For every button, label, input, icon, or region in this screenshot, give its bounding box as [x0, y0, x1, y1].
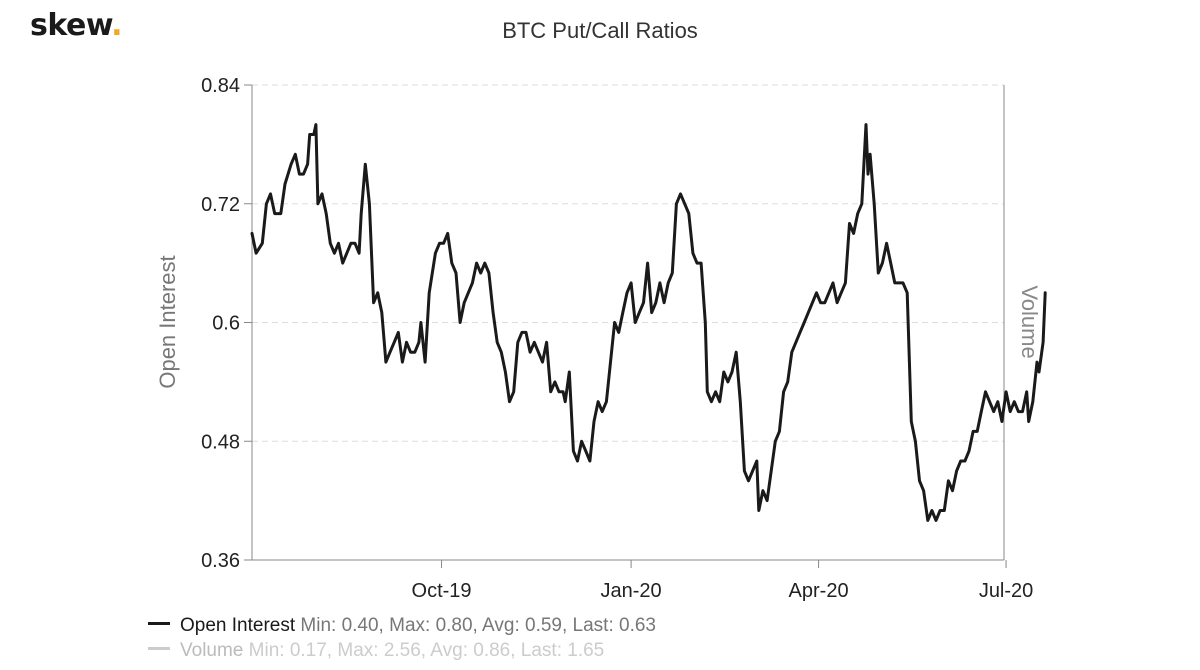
- x-tick-label: Jan-20: [601, 580, 662, 602]
- legend-stats-volume: Min: 0.17, Max: 2.56, Avg: 0.86, Last: 1…: [248, 640, 605, 661]
- y-tick-label: 0.72: [201, 194, 240, 216]
- logo-text: skew: [30, 8, 112, 43]
- x-tick-label: Oct-19: [412, 580, 472, 602]
- y-tick-label: 0.84: [201, 75, 240, 97]
- chart-title: BTC Put/Call Ratios: [502, 18, 698, 43]
- y-tick-label: 0.36: [201, 550, 240, 572]
- y-axis-label-left: Open Interest: [155, 255, 180, 388]
- legend-swatch-open-interest: [148, 622, 170, 626]
- chart-canvas: 0.84 0.72 0.6 0.48 0.36 Oct-19 Jan-20 Apr-20 Jul…: [155, 75, 1047, 602]
- y-tick-label: 0.48: [201, 431, 240, 453]
- x-tick-label: Apr-20: [789, 580, 849, 602]
- y-axis-label-right: Volume: [1017, 285, 1042, 358]
- x-tick-label: Jul-20: [979, 580, 1033, 602]
- legend-stats-open-interest: Min: 0.40, Max: 0.80, Avg: 0.59, Last: 0…: [300, 615, 656, 636]
- legend-swatch-volume: [148, 647, 170, 651]
- skew-logo: skew.: [30, 8, 123, 43]
- legend-item-volume[interactable]: Volume Min: 0.17, Max: 2.56, Avg: 0.86, …: [148, 640, 604, 662]
- logo-dot: .: [111, 8, 123, 43]
- legend-label-volume: Volume: [180, 640, 244, 661]
- legend-item-open-interest[interactable]: Open Interest Min: 0.40, Max: 0.80, Avg:…: [148, 615, 656, 637]
- legend-label-open-interest: Open Interest: [180, 615, 296, 636]
- series-line-open-interest: [250, 123, 1047, 522]
- y-tick-label: 0.6: [212, 313, 240, 335]
